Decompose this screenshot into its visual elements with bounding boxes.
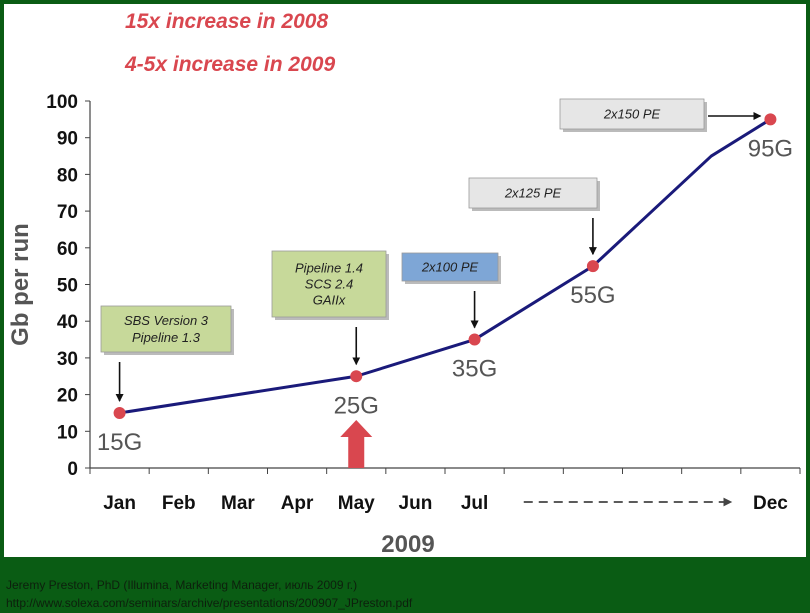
x-tick-label: Apr xyxy=(281,493,314,514)
annotation-rect xyxy=(271,250,387,318)
annotation-box: 2x100 PE xyxy=(401,252,501,329)
data-label: 25G xyxy=(334,392,379,419)
annotation-text: Pipeline 1.3 xyxy=(132,330,201,345)
y-tick-label: 30 xyxy=(57,349,78,370)
annotation-text: SCS 2.4 xyxy=(305,277,353,292)
y-tick-label: 50 xyxy=(57,276,78,297)
x-tick-label: Dec xyxy=(753,493,788,514)
data-point xyxy=(586,260,599,273)
y-tick-label: 20 xyxy=(57,386,78,407)
series-layer xyxy=(113,113,777,468)
y-tick-label: 40 xyxy=(57,312,78,333)
footer-credit: Jeremy Preston, PhD (Illumina, Marketing… xyxy=(6,578,358,592)
annotation-box: SBS Version 3 Pipeline 1.3 xyxy=(100,305,234,402)
annotation-text: 2x125 PE xyxy=(504,186,562,201)
data-point xyxy=(764,113,777,126)
release-arrow xyxy=(340,420,373,468)
annotation-rect xyxy=(401,252,499,282)
footer-url: http://www.solexa.com/seminars/archive/p… xyxy=(6,596,413,610)
data-label: 35G xyxy=(452,356,497,383)
x-tick-label: Jul xyxy=(461,493,488,514)
data-label: 55G xyxy=(570,282,615,309)
annotation-text: 2x150 PE xyxy=(603,107,661,122)
annotation-text: 2x100 PE xyxy=(421,260,479,275)
y-tick-label: 10 xyxy=(57,422,78,443)
annotation-text: Pipeline 1.4 xyxy=(295,261,363,276)
annotation-rect xyxy=(559,98,705,130)
label-layer: 15G 25G 35G 55G 95G xyxy=(97,135,793,456)
data-point xyxy=(350,370,363,383)
data-label: 95G xyxy=(748,135,793,162)
y-tick-label: 70 xyxy=(57,202,78,223)
series-line xyxy=(119,118,772,415)
headline-2008: 15x increase in 2008 xyxy=(125,10,329,33)
annotation-layer: SBS Version 3 Pipeline 1.3 Pipeline 1.4SCS… xyxy=(100,98,762,402)
x-tick-label: Mar xyxy=(221,493,255,514)
annotation-text: GAIIx xyxy=(313,293,346,308)
x-tick-label: Feb xyxy=(162,493,196,514)
annotation-rect xyxy=(100,305,232,353)
x-tick-label: Jun xyxy=(399,493,433,514)
x-axis-title: 2009 xyxy=(381,531,434,558)
data-label: 15G xyxy=(97,429,142,456)
x-tick-label: May xyxy=(338,493,375,514)
x-tick-label: Jan xyxy=(103,493,136,514)
annotation-box: 2x150 PE xyxy=(559,98,762,132)
annotation-text: SBS Version 3 xyxy=(124,313,209,328)
annotation-box: 2x125 PE xyxy=(468,177,600,256)
data-point xyxy=(113,406,126,419)
data-point xyxy=(468,333,481,346)
annotation-rect xyxy=(468,177,598,209)
y-tick-label: 90 xyxy=(57,129,78,150)
y-axis-title: Gb per run xyxy=(7,223,34,346)
y-tick-label: 100 xyxy=(46,92,78,113)
y-tick-label: 80 xyxy=(57,165,78,186)
axes: 0 10 20 30 40 50 60 70 80 90 100 Jan Feb Mar Apr May Jun… xyxy=(7,92,801,558)
y-tick-label: 60 xyxy=(57,239,78,260)
y-tick-label: 0 xyxy=(67,459,78,480)
headline-2009: 4-5x increase in 2009 xyxy=(125,53,336,76)
